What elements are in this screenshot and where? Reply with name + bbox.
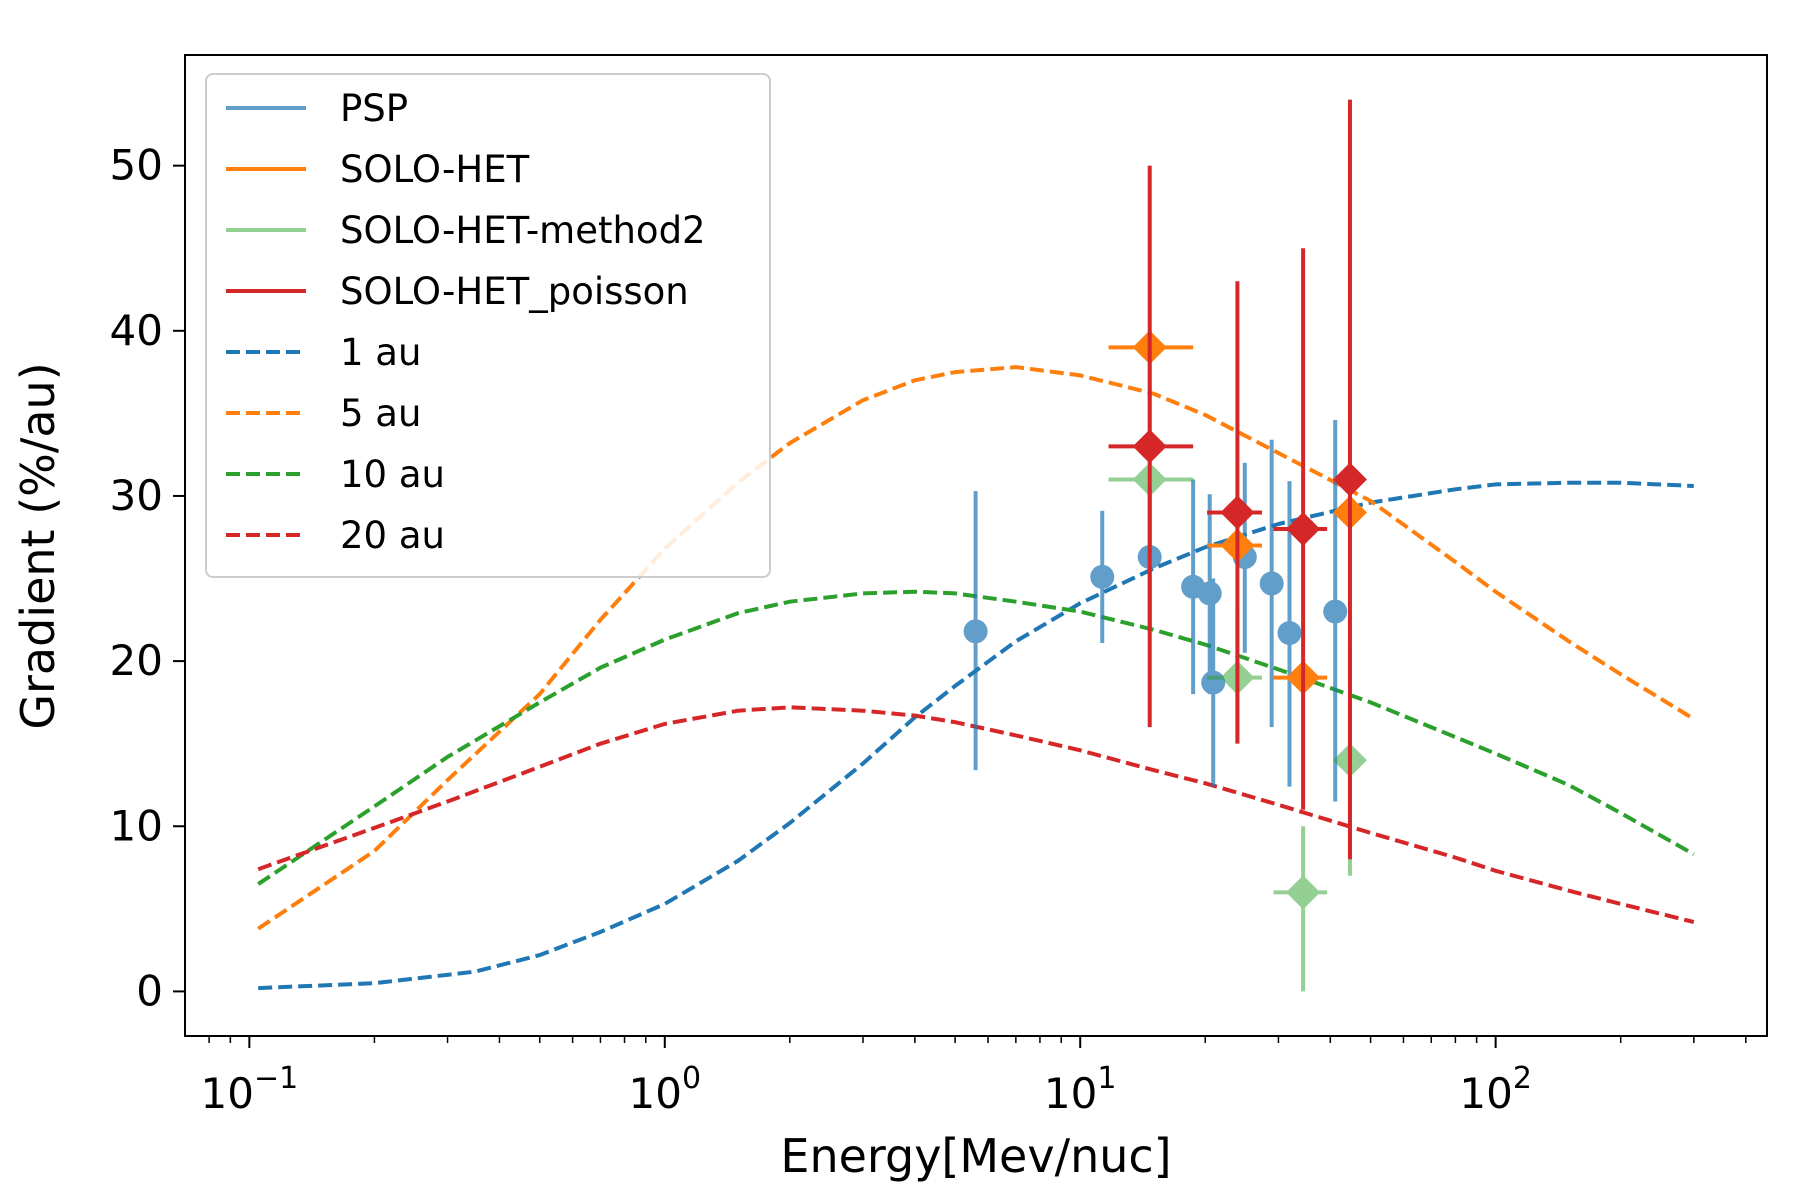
x-tick-exponent: 1 xyxy=(1097,1061,1116,1096)
legend-item-solo-het-poisson: SOLO-HET_poisson xyxy=(226,270,689,313)
x-axis-label: Energy[Mev/nuc] xyxy=(780,1129,1171,1183)
y-tick-label: 40 xyxy=(110,306,163,355)
x-tick-base: 10 xyxy=(1044,1069,1097,1118)
x-tick-label: 101 xyxy=(1044,1061,1117,1118)
x-tick-base: 10 xyxy=(201,1069,254,1118)
data-point xyxy=(1201,670,1226,695)
data-point xyxy=(1286,875,1321,910)
y-tick-label: 30 xyxy=(110,471,163,520)
line-10-au xyxy=(257,589,1695,886)
y-tick-label: 10 xyxy=(110,801,163,850)
data-point xyxy=(963,619,988,644)
legend-label: SOLO-HET_poisson xyxy=(340,270,689,313)
y-axis: 0 10 20 30 40 50 xyxy=(110,141,185,1015)
x-tick-base: 10 xyxy=(629,1069,682,1118)
legend-item-20-au: 20 au xyxy=(226,514,445,557)
y-axis-label: Gradient (%/au) xyxy=(11,362,65,729)
legend-label: 10 au xyxy=(340,453,445,496)
y-tick-label: 50 xyxy=(110,141,163,190)
legend-item-10-au: 10 au xyxy=(226,453,445,496)
legend-box xyxy=(205,73,771,578)
legend-label: 20 au xyxy=(340,514,445,557)
data-point xyxy=(1132,429,1167,464)
legend-label: 1 au xyxy=(340,331,421,374)
legend-item-5-au: 5 au xyxy=(226,392,421,435)
x-axis: 10−1 100 101 102 xyxy=(201,1036,1747,1118)
x-tick-base: 10 xyxy=(1459,1069,1512,1118)
data-point xyxy=(1220,495,1255,530)
data-point xyxy=(1090,564,1115,589)
legend-item-solo-het: SOLO-HET xyxy=(226,148,530,191)
legend-label: 5 au xyxy=(340,392,421,435)
legend: PSP SOLO-HET SOLO-HET-method2 SOLO-HET_pois… xyxy=(205,73,771,578)
legend-label: SOLO-HET xyxy=(340,148,530,191)
y-tick-label: 0 xyxy=(136,966,163,1015)
data-point xyxy=(1197,581,1222,606)
data-point xyxy=(1332,462,1367,497)
data-point xyxy=(1277,621,1302,646)
x-tick-exponent: 2 xyxy=(1513,1061,1532,1096)
legend-item-1-au: 1 au xyxy=(226,331,421,374)
line-20-au xyxy=(257,705,1695,924)
model-curves xyxy=(257,365,1695,991)
legend-label: PSP xyxy=(340,87,408,130)
legend-item-solo-het-method2: SOLO-HET-method2 xyxy=(226,209,706,252)
data-points xyxy=(963,99,1367,992)
line-1-au xyxy=(258,480,1694,991)
x-tick-exponent: −1 xyxy=(254,1061,298,1096)
legend-label: SOLO-HET-method2 xyxy=(340,209,706,252)
x-tick-label: 10−1 xyxy=(201,1061,299,1118)
plot-frame xyxy=(184,54,1768,1037)
y-tick-label: 20 xyxy=(110,636,163,685)
series-solo-het-poisson xyxy=(1108,99,1367,860)
data-point xyxy=(1323,599,1348,624)
data-point xyxy=(1286,511,1321,546)
data-point xyxy=(1259,571,1284,596)
x-tick-exponent: 0 xyxy=(682,1061,701,1096)
x-tick-label: 102 xyxy=(1459,1061,1532,1118)
x-tick-label: 100 xyxy=(629,1061,702,1118)
legend-item-psp: PSP xyxy=(226,87,408,130)
